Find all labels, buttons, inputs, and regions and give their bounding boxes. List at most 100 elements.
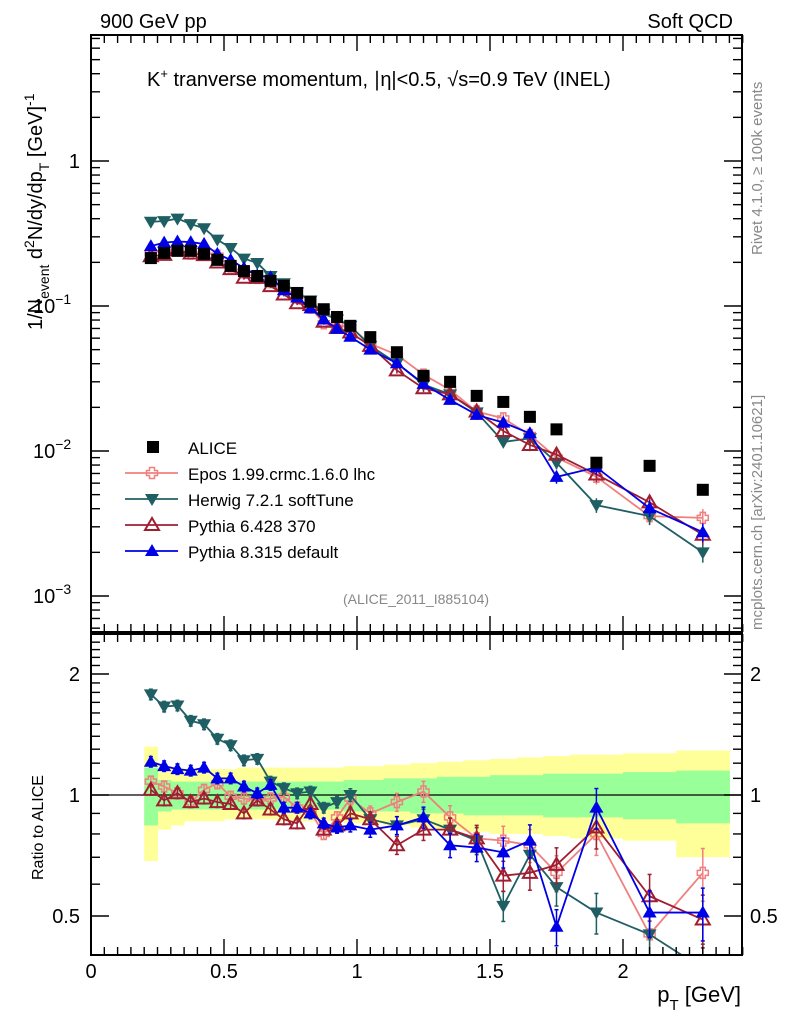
data-point (389, 356, 404, 369)
ratio-point (250, 753, 265, 766)
ratio-point (157, 780, 171, 793)
ratio-plot-series (142, 688, 712, 976)
ratio-point (261, 800, 280, 816)
ratio-point (521, 863, 539, 879)
data-point (443, 392, 458, 405)
legend: ALICE Epos 1.99.crmc.1.6.0 lhc Herwig 7.2.… (125, 439, 376, 562)
ratio-point (290, 800, 305, 813)
x-tick-label: 0 (85, 961, 96, 983)
ratio-point (549, 919, 564, 932)
data-point (197, 236, 212, 249)
data-point (344, 319, 357, 332)
data-point (331, 310, 344, 323)
data-point (590, 470, 603, 484)
data-point (343, 329, 358, 342)
ratio-point (170, 700, 185, 713)
data-point (211, 253, 224, 266)
ratio-point (275, 810, 293, 826)
ratio-point (389, 818, 404, 831)
main-plot-frame (90, 34, 743, 633)
ratio-point (197, 760, 212, 773)
legend-marker (145, 544, 159, 556)
data-point (363, 342, 378, 355)
data-point (224, 259, 237, 272)
data-point (183, 219, 198, 232)
ratio-point (343, 818, 358, 831)
series-alice (144, 244, 709, 496)
data-point (210, 234, 225, 247)
ratio-point (142, 780, 160, 796)
ratio-point (237, 792, 251, 805)
ratio-point (443, 838, 458, 851)
ratio-series-herwig-7-2-1-softtune (143, 688, 710, 976)
ratio-point (182, 793, 200, 809)
ratio-point (496, 845, 511, 858)
ratio-point (210, 733, 225, 746)
ratio-point (288, 814, 306, 830)
data-point (157, 216, 172, 229)
ratio-point (696, 964, 710, 976)
y-tick-label: 10−2 (33, 436, 71, 463)
ratio-series-pythia-8-315-default (143, 754, 710, 947)
y-tick-label: 10−1 (33, 291, 71, 318)
ratio-point (522, 833, 537, 846)
ratio-point (157, 701, 172, 714)
ratio-point (208, 793, 227, 809)
ratio-point (235, 804, 253, 820)
data-point (642, 501, 657, 514)
data-point (198, 247, 211, 260)
ratio-point (195, 789, 213, 805)
data-point (521, 435, 539, 451)
data-point (316, 312, 331, 325)
ratio-point (496, 900, 511, 913)
y-tick-label: 10−3 (33, 581, 71, 608)
main-plot-series (142, 213, 712, 563)
ratio-point (316, 802, 331, 815)
ratio-point (155, 791, 173, 807)
data-point (304, 295, 317, 308)
legend-label: Pythia 8.315 default (188, 543, 339, 562)
ratio-point (277, 790, 291, 804)
legend-item: ALICE (147, 439, 237, 458)
data-point (523, 410, 536, 423)
ratio-point (695, 905, 710, 918)
ratio-point (183, 715, 198, 728)
data-point (291, 286, 304, 299)
data-point (695, 525, 710, 538)
ratio-point (443, 811, 457, 824)
legend-label: Epos 1.99.crmc.1.6.0 lhc (188, 465, 376, 484)
data-point (250, 257, 265, 270)
ratio-point (276, 800, 291, 813)
x-tick-label: 2 (617, 961, 628, 983)
ratio-point (547, 855, 566, 871)
data-point (695, 547, 710, 560)
data-point (158, 247, 171, 260)
main-y-axis-label: 1/Nevent d2N/dy/dpT [GeV]-1 (21, 93, 52, 330)
ratio-point (642, 905, 657, 918)
ratio-point (417, 785, 430, 798)
legend-marker (145, 494, 159, 506)
data-point (416, 376, 431, 389)
ratio-y-tick-label: 2 (69, 664, 80, 686)
data-point (170, 213, 185, 226)
ratio-point (143, 754, 158, 767)
legend-label: ALICE (188, 439, 237, 458)
data-point (223, 242, 238, 255)
rivet-label: Rivet 4.1.0, ≥ 100k events (749, 82, 766, 255)
data-point (496, 436, 511, 449)
legend-marker (147, 441, 159, 453)
data-point (264, 274, 277, 287)
ratio-point (210, 771, 225, 784)
data-point (522, 426, 537, 439)
data-point (364, 331, 377, 344)
ratio-point (416, 810, 431, 823)
legend-marker (145, 466, 159, 480)
ratio-point (696, 866, 710, 880)
data-point (330, 321, 345, 334)
band-green (623, 772, 677, 820)
data-point (388, 361, 406, 377)
data-point (590, 456, 603, 469)
data-point (549, 469, 564, 482)
ratio-point (469, 840, 484, 853)
x-axis-label: pT [GeV] (657, 982, 741, 1014)
